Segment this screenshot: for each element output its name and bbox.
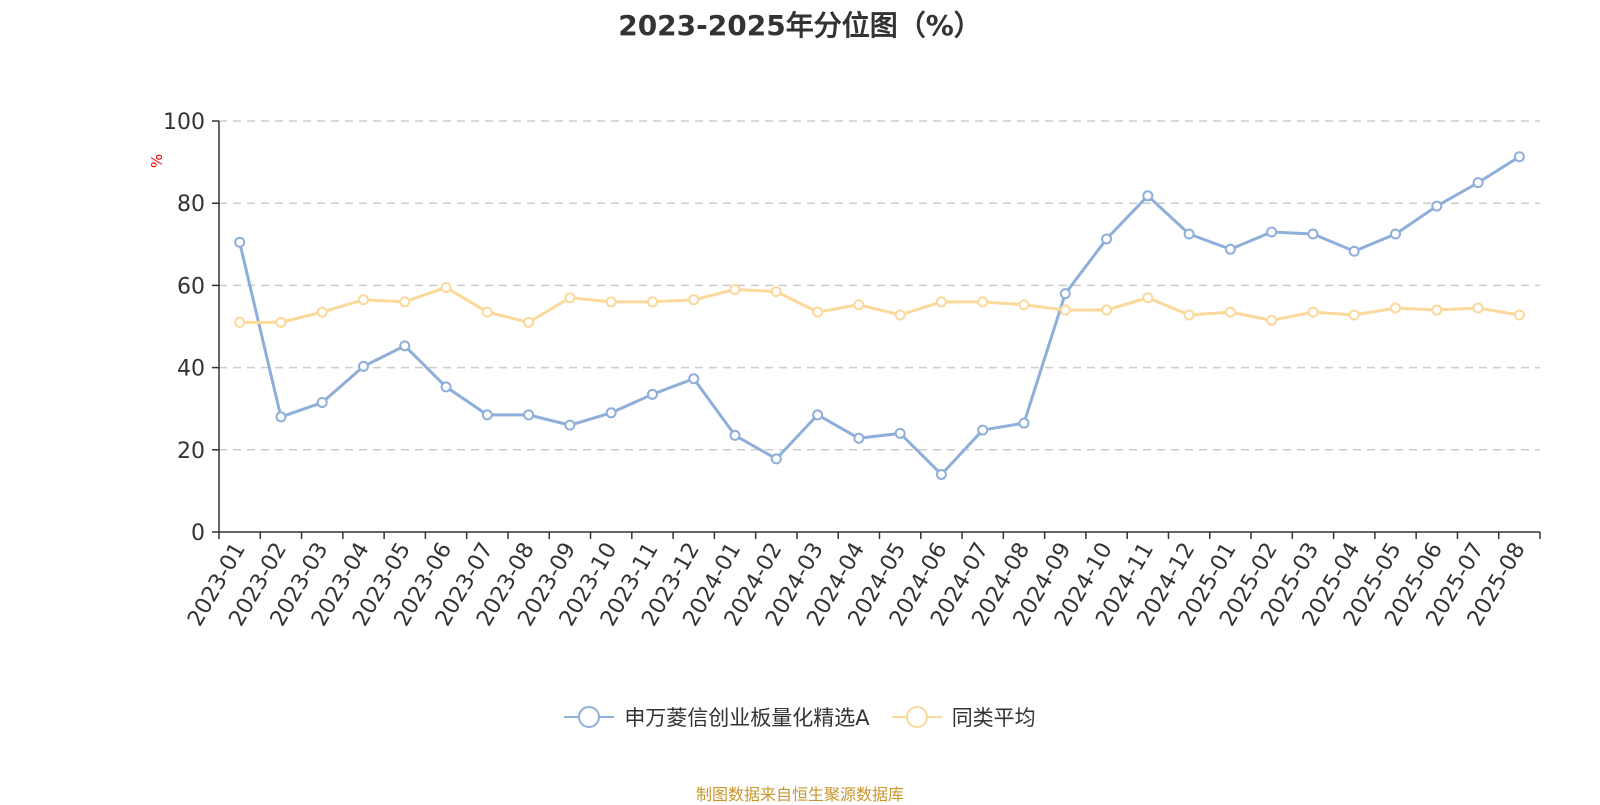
data-point xyxy=(770,286,782,298)
data-point xyxy=(1183,309,1195,321)
data-point xyxy=(440,281,452,293)
data-point xyxy=(399,340,411,352)
y-tick-label: 60 xyxy=(177,274,205,299)
legend-series-1-label: 申万菱信创业板量化精选A xyxy=(624,706,870,730)
data-point xyxy=(1018,417,1030,429)
data-point xyxy=(1513,151,1525,163)
chart-title: 2023-2025年分位图（%） xyxy=(618,9,982,42)
data-point xyxy=(1142,190,1154,202)
data-point xyxy=(853,432,865,444)
data-point xyxy=(894,309,906,321)
data-point xyxy=(1183,228,1195,240)
data-point xyxy=(688,294,700,306)
data-point xyxy=(481,306,493,318)
data-point xyxy=(1059,304,1071,316)
data-point xyxy=(1348,245,1360,257)
data-point xyxy=(853,299,865,311)
data-point xyxy=(935,296,947,308)
data-point xyxy=(646,388,658,400)
data-point xyxy=(564,292,576,304)
legend-series-2-label: 同类平均 xyxy=(951,706,1036,730)
data-point xyxy=(275,316,287,328)
data-point xyxy=(316,397,328,409)
data-point xyxy=(1018,299,1030,311)
data-point xyxy=(935,468,947,480)
source-footer: 制图数据来自恒生聚源数据库 xyxy=(695,785,904,804)
data-point xyxy=(770,453,782,465)
legend: 申万菱信创业板量化精选A 同类平均 xyxy=(0,702,1600,732)
data-point xyxy=(812,409,824,421)
data-point xyxy=(977,424,989,436)
data-point xyxy=(1472,302,1484,314)
data-point xyxy=(1431,200,1443,212)
data-point xyxy=(1307,228,1319,240)
data-point xyxy=(646,296,658,308)
data-point xyxy=(605,407,617,419)
grid-lines xyxy=(219,120,1540,451)
data-point xyxy=(1390,228,1402,240)
data-point xyxy=(316,306,328,318)
series-line-1 xyxy=(238,155,1521,476)
data-point xyxy=(1059,288,1071,300)
data-point xyxy=(523,316,535,328)
data-point xyxy=(234,316,246,328)
data-point xyxy=(894,427,906,439)
data-point xyxy=(1266,314,1278,326)
data-point xyxy=(1513,309,1525,321)
data-point xyxy=(564,419,576,431)
data-point xyxy=(440,381,452,393)
data-point xyxy=(1431,304,1443,316)
data-point xyxy=(1224,243,1236,255)
data-point xyxy=(357,294,369,306)
data-point xyxy=(1142,292,1154,304)
data-point xyxy=(481,409,493,421)
y-tick-label: 0 xyxy=(191,521,205,546)
data-point xyxy=(729,284,741,296)
tick-labels: 020406080100%2023-012023-022023-032023-0… xyxy=(148,110,1531,631)
legend-item-series-2[interactable]: 同类平均 xyxy=(891,702,1036,732)
axes xyxy=(212,120,1541,539)
data-point xyxy=(688,373,700,385)
data-point xyxy=(1472,177,1484,189)
data-point xyxy=(729,429,741,441)
data-point xyxy=(523,409,535,421)
data-point xyxy=(977,296,989,308)
data-point xyxy=(275,411,287,423)
data-point xyxy=(605,296,617,308)
series-lines xyxy=(234,151,1525,480)
legend-item-series-1[interactable]: 申万菱信创业板量化精选A xyxy=(564,702,870,732)
data-point xyxy=(1307,306,1319,318)
y-tick-label: 20 xyxy=(177,439,205,464)
data-point xyxy=(812,306,824,318)
data-point xyxy=(1348,309,1360,321)
data-point xyxy=(399,296,411,308)
data-point xyxy=(1101,233,1113,245)
series-line-2 xyxy=(239,285,1520,324)
legend-series-2-icon xyxy=(891,706,942,728)
data-point xyxy=(357,360,369,372)
data-point xyxy=(1390,302,1402,314)
y-tick-label: 40 xyxy=(177,357,205,382)
data-point xyxy=(1224,306,1236,318)
legend-series-1-icon xyxy=(564,706,615,728)
y-tick-label: 80 xyxy=(177,192,205,217)
y-axis-unit-label: % xyxy=(148,154,166,168)
data-point xyxy=(234,236,246,248)
data-point xyxy=(1101,304,1113,316)
data-point xyxy=(1266,226,1278,238)
y-tick-label: 100 xyxy=(163,110,205,135)
